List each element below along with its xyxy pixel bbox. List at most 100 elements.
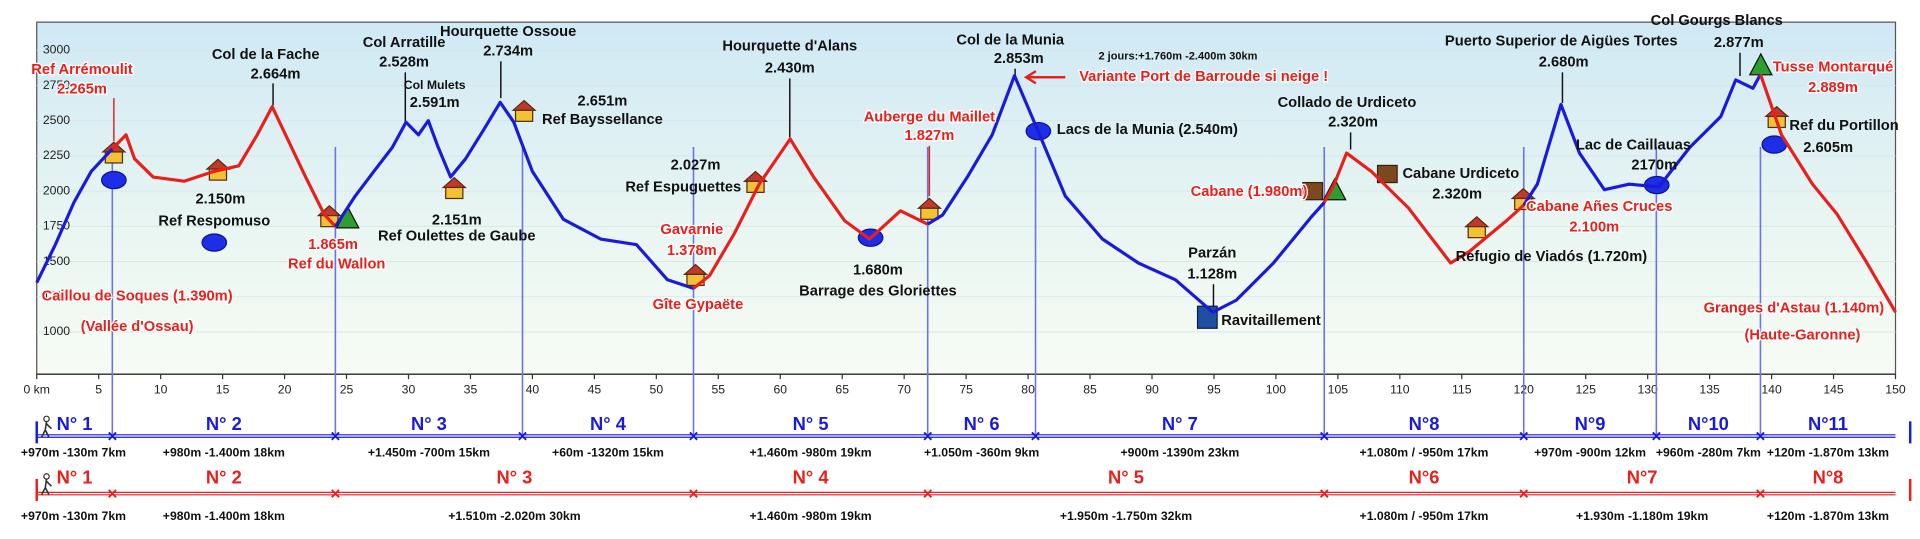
annotation: Lacs de la Munia (2.540m) — [1057, 122, 1238, 138]
y-tick-label: 2750 — [43, 78, 70, 92]
x-tick-label: 135 — [1699, 382, 1720, 396]
x-tick-label: 20 — [278, 382, 292, 396]
annotation: Col Mulets — [404, 78, 466, 92]
x-tick-label: 90 — [1145, 382, 1159, 396]
hiker-body — [40, 478, 52, 496]
annotation: 2.877m — [1714, 35, 1764, 51]
hut-icon — [1464, 216, 1490, 239]
annotation: Col Arratille — [363, 35, 446, 51]
annotation: Caillou de Soques (1.390m) — [42, 288, 233, 304]
hiker-body — [40, 421, 52, 438]
stage-stats: +60m -1320m 15km — [552, 445, 664, 459]
stage-x-mark: × — [1319, 426, 1329, 446]
stage-x-mark: × — [1519, 426, 1529, 446]
annotation: Auberge du Maillet — [864, 110, 995, 126]
stage-x-mark: × — [1519, 483, 1529, 503]
annotation: 2.651m — [578, 94, 628, 110]
cabin-icon — [1302, 181, 1324, 201]
stage-x-mark: × — [688, 426, 698, 446]
stage-label: N° 3 — [411, 413, 447, 434]
x-tick-label: 70 — [897, 382, 911, 396]
stage-stats: +970m -900m 12km — [1534, 445, 1646, 459]
stage-stats: +960m -280m 7km — [1656, 445, 1761, 459]
hut-wall — [445, 186, 464, 200]
profile-line — [111, 105, 337, 228]
stage-x-mark: × — [1031, 426, 1041, 446]
hiker-icon — [40, 415, 52, 438]
stage-x-mark: × — [330, 426, 340, 446]
y-tick-label: 1250 — [43, 289, 70, 303]
stage-stats: +1.050m -360m 9km — [924, 445, 1039, 459]
x-tick-label: 30 — [402, 382, 416, 396]
annotation: Gîte Gypaëte — [653, 297, 744, 313]
annotation: 2.591m — [410, 95, 460, 111]
stage-stats: +980m -1.400m 18km — [163, 445, 285, 459]
x-tick-label: 0 km — [23, 382, 50, 396]
annotation: Ref Respomuso — [158, 214, 270, 230]
stage-x-mark: × — [688, 483, 698, 503]
stage-stats: +1.510m -2.020m 30km — [448, 509, 580, 523]
annotation: 1.827m — [904, 128, 954, 144]
annotation: 2 jours:+1.760m -2.400m 30km — [1099, 50, 1258, 62]
stage-label: N°11 — [1808, 413, 1848, 434]
stage-label: N°7 — [1627, 467, 1658, 488]
stage-stats: +980m -1.400m 18km — [163, 509, 285, 523]
stage-label: N° 6 — [964, 413, 1000, 434]
x-tick-label: 55 — [711, 382, 725, 396]
stage-label: N° 2 — [206, 467, 242, 488]
hut-icon — [511, 99, 537, 122]
stage-label: N° 5 — [793, 413, 829, 434]
annotation: 2.605m — [1803, 140, 1853, 156]
x-tick-label: 125 — [1576, 382, 1597, 396]
annotation: Puerto Superior de Aigües Tortes — [1445, 34, 1678, 50]
stage-label: N° 7 — [1162, 413, 1198, 434]
profile-line — [334, 100, 695, 290]
hut-wall — [920, 207, 939, 220]
annotation: 2.320m — [1432, 187, 1482, 203]
annotation: 2.680m — [1539, 54, 1589, 70]
annotation: Col de la Fache — [212, 47, 320, 63]
annotation: Ref Espuguettes — [625, 179, 741, 195]
stage-x-mark: × — [107, 426, 117, 446]
profile-line — [1322, 151, 1525, 265]
x-tick-label: 145 — [1823, 382, 1844, 396]
x-tick-label: 105 — [1328, 382, 1349, 396]
hut-wall — [514, 109, 534, 122]
stage-x-mark: × — [107, 483, 117, 503]
annotation: Collado de Urdiceto — [1278, 95, 1417, 111]
plot-area — [36, 21, 1897, 375]
stage-label: N° 1 — [57, 467, 93, 488]
annotation: 2.151m — [432, 212, 482, 228]
stage-label: N° 2 — [206, 413, 242, 434]
x-tick-label: 130 — [1637, 382, 1658, 396]
x-tick-label: 140 — [1761, 382, 1782, 396]
stage-stats: +1.460m -980m 19km — [750, 445, 872, 459]
annotation: Refugio de Viadós (1.720m) — [1456, 249, 1648, 265]
annotation: Ref du Portillon — [1789, 118, 1898, 134]
annotation: 1.128m — [1187, 266, 1237, 282]
stage-x-mark: × — [330, 483, 340, 503]
stage-label: N°8 — [1813, 467, 1844, 488]
x-tick-label: 110 — [1390, 382, 1410, 396]
annotation: Gavarnie — [660, 222, 723, 238]
stage-x-mark: × — [923, 426, 933, 446]
x-tick-label: 60 — [773, 382, 787, 396]
y-tick-label: 2250 — [43, 148, 70, 162]
x-tick-label: 80 — [1021, 382, 1035, 396]
stage-x-mark: × — [1755, 426, 1765, 446]
annotation: 2.100m — [1569, 220, 1619, 236]
annotation: Ref du Wallon — [288, 256, 385, 272]
annotation: Col Gourgs Blancs — [1651, 13, 1783, 29]
annotation: (Haute-Garonne) — [1745, 327, 1861, 343]
x-tick-label: 95 — [1207, 382, 1221, 396]
annotation: Cabane (1.980m) — [1191, 184, 1308, 200]
profile-line — [926, 74, 1326, 314]
stage-stats: +120m -1.870m 13km — [1767, 509, 1889, 523]
stage-stats: +1.460m -980m 19km — [750, 509, 872, 523]
x-tick-label: 15 — [216, 382, 230, 396]
stage-x-mark: × — [517, 426, 527, 446]
stage-stats: +970m -130m 7km — [21, 509, 126, 523]
x-tick-label: 75 — [959, 382, 973, 396]
lake-icon — [101, 170, 127, 190]
